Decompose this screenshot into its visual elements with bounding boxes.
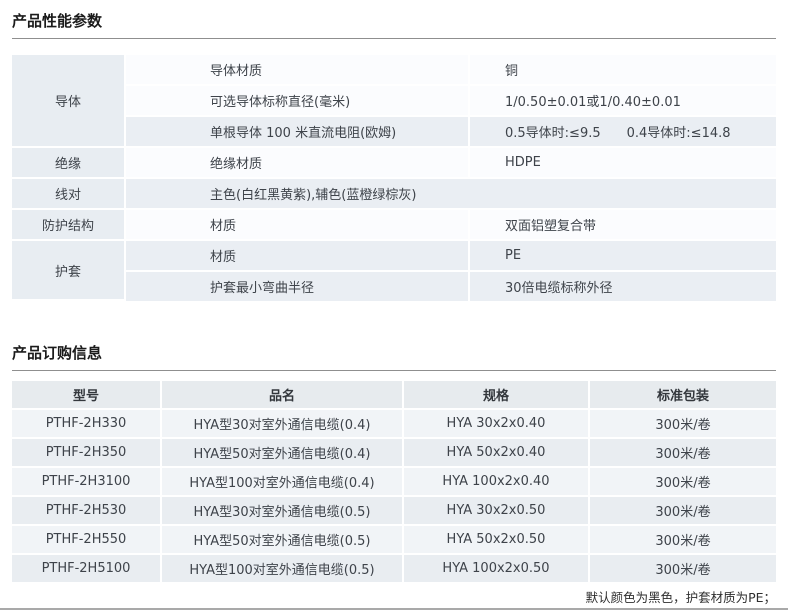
spec-value: 30倍电缆标称外径: [470, 272, 776, 301]
spec-cell: HYA 100x2x0.50: [404, 555, 590, 584]
model-cell: PTHF-2H3100: [12, 468, 162, 497]
ordering-section-title: 产品订购信息: [12, 345, 776, 371]
spec-group-pair: 线对: [12, 179, 126, 210]
spec-value: PE: [470, 241, 776, 272]
table-header-row: 型号 品名 规格 标准包装: [12, 381, 776, 410]
spec-cell: HYA 30x2x0.40: [404, 410, 590, 439]
ordering-section: 产品订购信息 型号 品名 规格 标准包装 PTHF-2H330 HYA型30对室…: [12, 345, 776, 584]
spec-group-conductor: 导体: [12, 55, 126, 148]
packing-cell: 300米/卷: [590, 468, 776, 497]
col-header-name: 品名: [162, 381, 404, 410]
table-row: PTHF-2H3100 HYA型100对室外通信电缆(0.4) HYA 100x…: [12, 468, 776, 497]
spec-label: 护套最小弯曲半径: [126, 272, 470, 301]
table-row: 护套最小弯曲半径 30倍电缆标称外径: [12, 272, 776, 301]
spec-label: 材质: [126, 241, 470, 272]
name-cell: HYA型30对室外通信电缆(0.4): [162, 410, 404, 439]
model-cell: PTHF-2H350: [12, 439, 162, 468]
spec-value: 0.5导体时:≤9.5 0.4导体时:≤14.8: [470, 117, 776, 148]
table-row: 导体 导体材质 铜: [12, 55, 776, 148]
footer-note: 默认颜色为黑色，护套材质为PE；: [585, 590, 776, 605]
spec-label: 绝缘材质: [126, 148, 470, 179]
packing-cell: 300米/卷: [590, 497, 776, 526]
spec-value: 铜: [470, 55, 776, 86]
table-row: 绝缘 绝缘材质 HDPE: [12, 148, 776, 179]
table-row: PTHF-2H550 HYA型50对室外通信电缆(0.5) HYA 50x2x0…: [12, 526, 776, 555]
col-header-model: 型号: [12, 381, 162, 410]
table-row: PTHF-2H530 HYA型30对室外通信电缆(0.5) HYA 30x2x0…: [12, 497, 776, 526]
table-row: 护套 材质 PE: [12, 241, 776, 301]
spec-value: 1/0.50±0.01或1/0.40±0.01: [470, 86, 776, 117]
spec-cell: HYA 100x2x0.40: [404, 468, 590, 497]
table-row: PTHF-2H350 HYA型50对室外通信电缆(0.4) HYA 50x2x0…: [12, 439, 776, 468]
packing-cell: 300米/卷: [590, 439, 776, 468]
col-header-spec: 规格: [404, 381, 590, 410]
col-header-packing: 标准包装: [590, 381, 776, 410]
packing-cell: 300米/卷: [590, 555, 776, 584]
name-cell: HYA型50对室外通信电缆(0.5): [162, 526, 404, 555]
spec-label: 单根导体 100 米直流电阻(欧姆): [126, 117, 470, 148]
spec-label: 导体材质: [126, 55, 470, 86]
table-row: 防护结构 材质 双面铝塑复合带: [12, 210, 776, 241]
packing-cell: 300米/卷: [590, 526, 776, 555]
bottom-divider: [0, 608, 788, 610]
spec-label: 材质: [126, 210, 470, 241]
table-row: PTHF-2H330 HYA型30对室外通信电缆(0.4) HYA 30x2x0…: [12, 410, 776, 439]
name-cell: HYA型100对室外通信电缆(0.5): [162, 555, 404, 584]
table-row: 可选导体标称直径(毫米) 1/0.50±0.01或1/0.40±0.01: [12, 86, 776, 117]
table-row: 线对 主色(白红黑黄紫),辅色(蓝橙绿棕灰): [12, 179, 776, 210]
spec-group-shield: 防护结构: [12, 210, 126, 241]
model-cell: PTHF-2H5100: [12, 555, 162, 584]
model-cell: PTHF-2H330: [12, 410, 162, 439]
spec-cell: HYA 50x2x0.50: [404, 526, 590, 555]
packing-cell: 300米/卷: [590, 410, 776, 439]
name-cell: HYA型30对室外通信电缆(0.5): [162, 497, 404, 526]
performance-section-title: 产品性能参数: [12, 13, 776, 39]
name-cell: HYA型100对室外通信电缆(0.4): [162, 468, 404, 497]
spec-cell: HYA 30x2x0.50: [404, 497, 590, 526]
spec-label: 可选导体标称直径(毫米): [126, 86, 470, 117]
table-row: PTHF-2H5100 HYA型100对室外通信电缆(0.5) HYA 100x…: [12, 555, 776, 584]
table-row: 单根导体 100 米直流电阻(欧姆) 0.5导体时:≤9.5 0.4导体时:≤1…: [12, 117, 776, 148]
spec-value: HDPE: [470, 148, 776, 179]
performance-table: 导体 导体材质 铜 可选导体标称直径(毫米) 1/0.50±0.01或1/0.4…: [12, 55, 776, 301]
spec-group-sheath: 护套: [12, 241, 126, 301]
spec-value: 双面铝塑复合带: [470, 210, 776, 241]
spec-group-insulation: 绝缘: [12, 148, 126, 179]
name-cell: HYA型50对室外通信电缆(0.4): [162, 439, 404, 468]
spec-cell: HYA 50x2x0.40: [404, 439, 590, 468]
model-cell: PTHF-2H530: [12, 497, 162, 526]
model-cell: PTHF-2H550: [12, 526, 162, 555]
spec-label: 主色(白红黑黄紫),辅色(蓝橙绿棕灰): [126, 179, 776, 210]
ordering-table: 型号 品名 规格 标准包装 PTHF-2H330 HYA型30对室外通信电缆(0…: [12, 381, 776, 584]
